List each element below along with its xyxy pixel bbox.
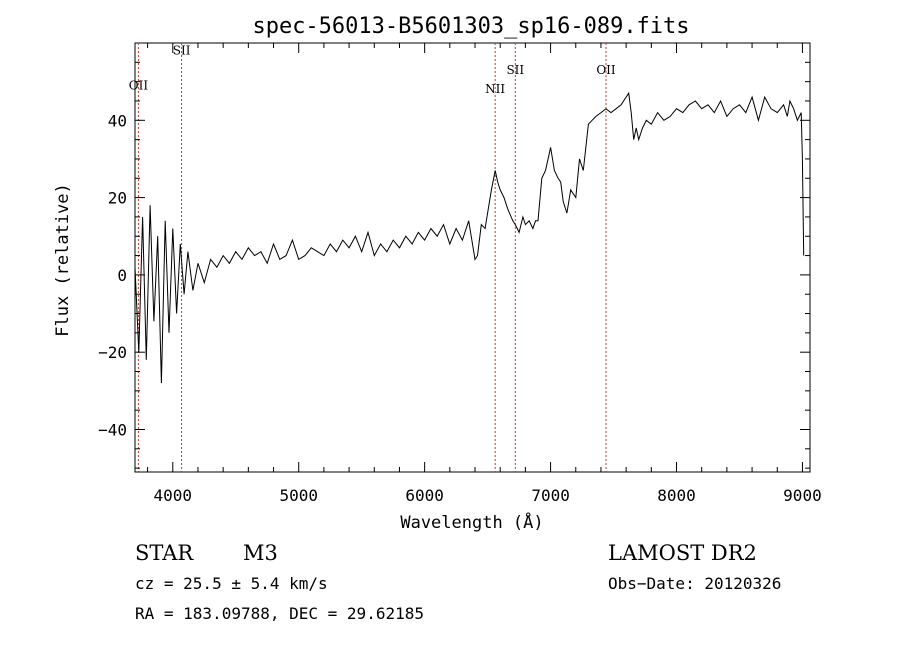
y-tick-label: 0 [117, 266, 127, 285]
y-tick-label: 40 [108, 111, 127, 130]
y-tick-label: 20 [108, 189, 127, 208]
coordinates: RA = 183.09788, DEC = 29.62185 [135, 604, 424, 623]
obs-date: Obs−Date: 20120326 [608, 574, 781, 593]
x-tick-label: 6000 [405, 486, 444, 505]
spectrum-line [134, 91, 805, 384]
plot-frame [134, 42, 811, 473]
survey-label: LAMOST DR2 [608, 541, 757, 565]
chart-title: spec-56013-B5601303_sp16-089.fits [252, 14, 689, 39]
object-class: STAR [135, 541, 194, 565]
x-tick-label: 7000 [531, 486, 570, 505]
x-tick-label: 9000 [783, 486, 822, 505]
x-tick-label: 5000 [279, 486, 318, 505]
y-tick-label: −20 [98, 343, 127, 362]
emission-line-label: SII [173, 44, 191, 58]
y-axis-label: Flux (relative) [53, 183, 73, 337]
x-tick-label: 4000 [154, 486, 193, 505]
emission-line-label: OII [129, 78, 149, 92]
x-tick-label: 8000 [657, 486, 696, 505]
object-subclass: M3 [243, 541, 278, 565]
cz-value: cz = 25.5 ± 5.4 km/s [135, 574, 328, 593]
y-tick-label: −40 [98, 420, 127, 439]
emission-line-label: SII [506, 63, 524, 77]
emission-line-label: NII [485, 82, 505, 96]
x-axis-label: Wavelength (Å) [400, 511, 543, 533]
tick-layer: 4000 5000 6000 7000 8000 9000 −40 −20 0 20 40 [98, 43, 822, 505]
emission-line-label: OII [596, 63, 616, 77]
